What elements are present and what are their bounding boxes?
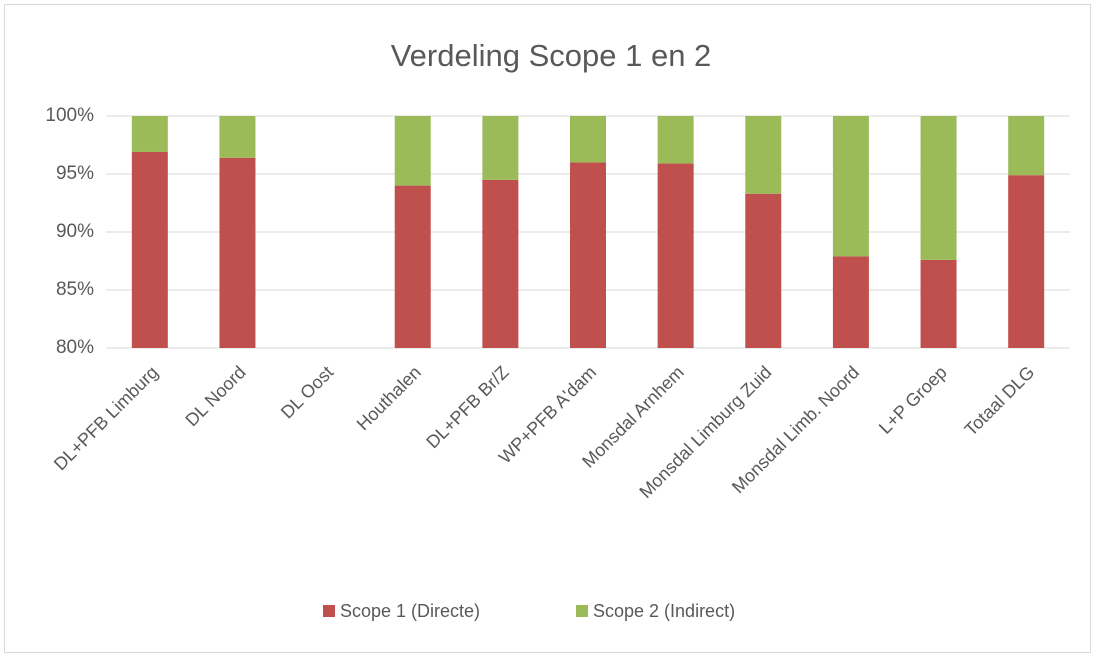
bar-segment bbox=[394, 185, 431, 348]
y-tick-label: 95% bbox=[56, 163, 94, 184]
chart-title: Verdeling Scope 1 en 2 bbox=[391, 38, 712, 73]
bar-segment bbox=[1008, 116, 1045, 176]
bar-segment bbox=[832, 116, 869, 257]
y-tick-label: 85% bbox=[56, 279, 94, 300]
bar-segment bbox=[657, 116, 694, 164]
bar-segment bbox=[570, 162, 606, 348]
bar-segment bbox=[131, 116, 168, 152]
legend-label: Scope 1 (Directe) bbox=[340, 601, 480, 621]
bar-segment bbox=[745, 116, 782, 194]
legend-swatch bbox=[576, 605, 588, 617]
bar-segment bbox=[745, 193, 782, 348]
legend-swatch bbox=[323, 605, 335, 617]
y-tick-label: 80% bbox=[56, 337, 94, 358]
bar-segment bbox=[482, 179, 519, 348]
legend-label: Scope 2 (Indirect) bbox=[593, 601, 735, 621]
bar-segment bbox=[920, 259, 957, 348]
bar-segment bbox=[570, 116, 606, 163]
bar-segment bbox=[131, 151, 168, 348]
bar-segment bbox=[1008, 175, 1045, 348]
y-tick-label: 100% bbox=[45, 105, 94, 126]
bar-segment bbox=[920, 116, 957, 260]
bar-segment bbox=[832, 256, 869, 348]
bar-segment bbox=[482, 116, 519, 180]
bar-segment bbox=[219, 157, 256, 348]
chart-frame bbox=[4, 4, 1091, 653]
bar-segment bbox=[394, 116, 431, 186]
bar-segment bbox=[657, 163, 694, 348]
y-tick-label: 90% bbox=[56, 221, 94, 242]
bar-segment bbox=[219, 116, 256, 158]
